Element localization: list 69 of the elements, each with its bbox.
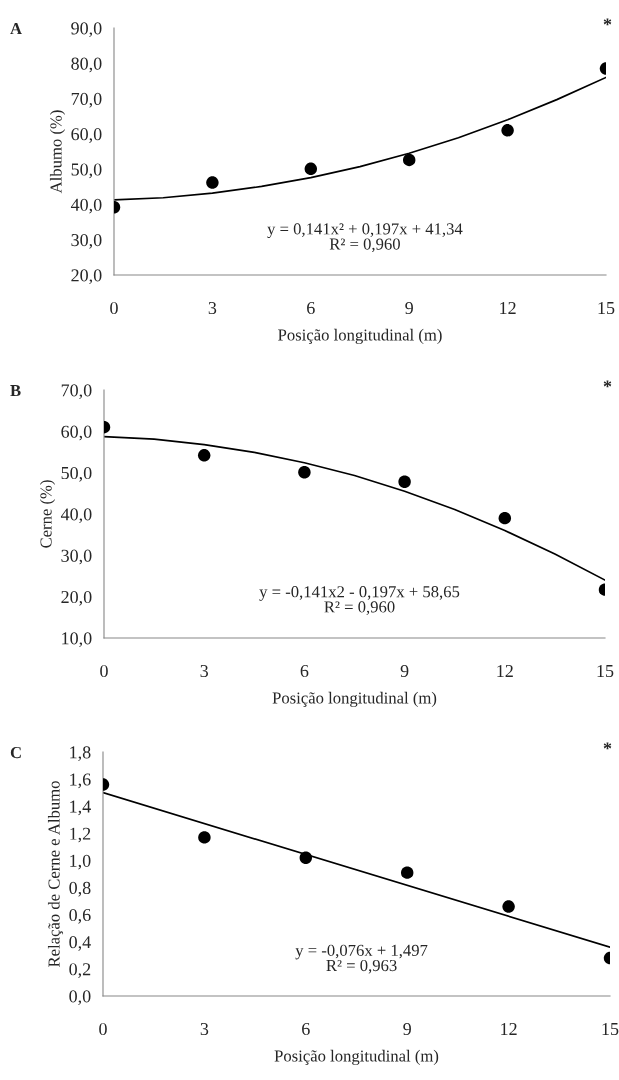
y-axis-title: Cerne (%) (39, 480, 56, 548)
y-tick-label: 0,6 (69, 908, 91, 924)
x-tick-label: 6 (307, 301, 315, 315)
y-tick-label: 10,0 (62, 632, 92, 648)
line-series (104, 435, 605, 581)
x-tick-label: 6 (302, 1022, 310, 1036)
y-tick-label: 1,4 (70, 800, 91, 816)
y-tick-label: 70,0 (71, 92, 102, 108)
y-tick-label: 50,0 (71, 163, 102, 179)
y-tick-label: 30,0 (61, 549, 92, 565)
point (400, 866, 414, 879)
y-tick-label: 40,0 (70, 198, 102, 214)
y-tick-label: 0,8 (69, 881, 91, 897)
text: * (603, 18, 612, 26)
x-tick-label: 12 (501, 1022, 517, 1035)
y-tick-label: 40,0 (60, 508, 92, 524)
y-tick-label: 50,0 (61, 466, 92, 482)
y-tick-label: 60,0 (61, 425, 92, 441)
annotation: y = 0,141x² + 0,197x + 41,34 R² = 0,960 (267, 223, 463, 253)
x-tick-label: 9 (400, 664, 409, 678)
y-tick-label: 60,0 (71, 128, 102, 143)
y-tick-label: 1,2 (70, 827, 91, 843)
x-tick-label: 0 (100, 664, 108, 678)
x-tick-label: 15 (602, 1023, 619, 1036)
y-tick-label: 0,0 (69, 990, 91, 1006)
x-tick-label: 9 (405, 301, 413, 315)
point (298, 466, 311, 479)
point (304, 162, 318, 175)
point (502, 900, 515, 913)
x-tick-label: 9 (403, 1022, 411, 1036)
y-axis-title: Relação de Cerne e Albumo (47, 781, 64, 968)
y-tick-label: 1,6 (70, 773, 91, 789)
y-tick-label: 80,0 (71, 57, 102, 73)
chart-title: C (10, 746, 21, 759)
y-tick-label: 0,4 (69, 936, 91, 951)
x-tick-label: 3 (208, 301, 217, 315)
y-tick-label: 0,2 (69, 963, 91, 978)
x-tick-label: 0 (99, 1022, 107, 1036)
y-tick-label: 1,0 (70, 854, 91, 870)
annotation: y = -0,141x2 - 0,197x + 58,65 R² = 0,960 (259, 586, 460, 615)
chart-title: B (10, 385, 21, 397)
x-tick-label: 12 (500, 301, 516, 314)
x-axis-title: Posição longitudinal (m) (278, 328, 442, 345)
text: * (603, 742, 612, 750)
point (402, 153, 416, 167)
y-tick-label: 90,0 (71, 22, 102, 38)
x-tick-label: 15 (598, 302, 615, 315)
point (398, 475, 411, 488)
x-tick-label: 15 (597, 665, 614, 678)
x-tick-label: 3 (200, 1022, 209, 1036)
y-tick-label: 1,8 (70, 746, 91, 762)
y-tick-label: 70,0 (61, 384, 92, 400)
x-axis-title: Posição longitudinal (m) (274, 1049, 439, 1066)
y-tick-label: 20,0 (71, 269, 102, 285)
x-tick-label: 6 (300, 664, 309, 678)
x-tick-label: 0 (110, 301, 118, 315)
y-axis-title: Albumo (%) (49, 110, 66, 194)
point (299, 851, 313, 864)
x-tick-label: 3 (200, 664, 209, 678)
x-axis-title: Posição longitudinal (m) (272, 691, 437, 708)
text: * (603, 380, 612, 388)
y-tick-label: 20,0 (61, 590, 92, 606)
point (198, 831, 211, 844)
chart-title: A (10, 23, 22, 35)
annotation: y = -0,076x + 1,497 R² = 0,963 (295, 944, 428, 974)
point (206, 176, 219, 189)
y-tick-label: 30,0 (71, 233, 102, 249)
x-tick-label: 12 (497, 664, 513, 677)
point (501, 124, 514, 137)
